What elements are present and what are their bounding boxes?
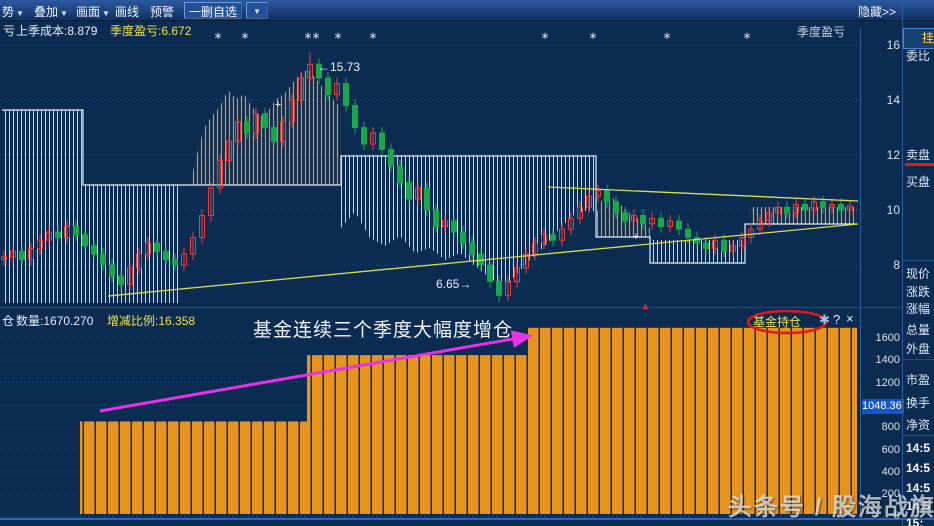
- sub-axis-tick: 600: [881, 444, 900, 456]
- tick-time: 14:5: [906, 461, 931, 475]
- panel-row-price: 现价: [906, 267, 931, 280]
- svg-text:+: +: [633, 231, 639, 243]
- marker-triangle-icon: ▲: [641, 301, 650, 311]
- sell-underline: [905, 163, 934, 166]
- axis-border: [860, 28, 861, 518]
- panel-row-turnover: 换手: [906, 396, 931, 409]
- svg-text:*: *: [242, 31, 249, 47]
- panel-row-weibi: 委比: [906, 49, 931, 62]
- tick-time: 14:5: [906, 499, 931, 513]
- sub-axis-tick: 200: [881, 488, 900, 500]
- sub-axis-tick: 400: [881, 466, 900, 478]
- trough-price-label: 6.65→: [436, 277, 472, 291]
- panel-row-netasset: 净资: [906, 418, 931, 431]
- panel-divider: [902, 359, 934, 360]
- panel-row-pct: 涨幅: [906, 302, 931, 315]
- tick-time: 14:5: [906, 441, 931, 455]
- menu-item-alert[interactable]: 预警: [150, 5, 175, 19]
- panel-divider: [902, 260, 934, 261]
- svg-text:*: *: [335, 31, 342, 47]
- svg-text:*: *: [590, 31, 597, 47]
- watchlist-dropdown-button[interactable]: ▼: [246, 2, 268, 19]
- pane-title-quarter-pnl: 季度盈亏: [797, 25, 846, 39]
- svg-text:*: *: [305, 31, 312, 47]
- main-axis-tick: 14: [886, 93, 900, 107]
- pane-divider: [0, 307, 902, 308]
- chevron-down-icon: ▼: [102, 9, 110, 18]
- holdings-qty-value: 数量:1670.270: [16, 314, 94, 328]
- sub-axis-tick: 800: [881, 421, 900, 433]
- help-icon[interactable]: ?: [833, 312, 841, 327]
- partial-label: 亏: [3, 24, 16, 38]
- change-ratio-value: 增减比例:16.358: [107, 314, 196, 328]
- last-quarter-cost: 上季成本:8.879: [16, 24, 98, 38]
- menu-item-drawline[interactable]: 画线: [115, 5, 140, 19]
- svg-text:*: *: [664, 31, 671, 47]
- close-icon[interactable]: ×: [846, 311, 854, 326]
- watermark: 头条号 / 股海战旗: [728, 494, 934, 521]
- chevron-down-icon: ▼: [253, 7, 261, 16]
- chevron-down-icon: ▼: [16, 9, 24, 18]
- menu-item-del-watchlist[interactable]: 一删自选: [184, 2, 243, 19]
- panel-row-change: 涨跌: [906, 285, 931, 298]
- quarter-pnl-value: 季度盈亏:6.672: [110, 24, 192, 38]
- svg-text:*: *: [744, 31, 751, 47]
- sub-axis-tick: 0: [893, 510, 900, 522]
- partial-holdings-label: 仓: [2, 314, 15, 328]
- fund-increase-annotation: 基金连续三个季度大幅度增仓: [253, 320, 514, 341]
- menu-item-screen[interactable]: 画面 ▼: [76, 5, 110, 19]
- indicator-settings-icon[interactable]: ✱: [819, 312, 830, 327]
- main-axis-tick: 10: [886, 203, 900, 217]
- tick-time: 14:5: [906, 481, 931, 495]
- peak-price-label: ←15.73: [318, 60, 361, 74]
- sub-axis-tick: 1200: [875, 377, 900, 389]
- menu-item-trend[interactable]: 势 ▼: [2, 5, 24, 19]
- svg-text:*: *: [370, 31, 377, 47]
- menu-item-overlay[interactable]: 叠加 ▼: [34, 5, 68, 19]
- sub-axis-tick: 1600: [875, 332, 900, 344]
- main-axis-tick: 16: [886, 38, 900, 52]
- panel-row-sell: 卖盘: [906, 148, 931, 161]
- main-axis-tick: 8: [893, 258, 900, 272]
- tab-order-queue[interactable]: 挂: [903, 28, 934, 49]
- svg-text:*: *: [313, 31, 320, 47]
- cursor-value-badge: 1048.36: [862, 399, 904, 414]
- svg-text:+: +: [275, 99, 281, 111]
- panel-row-pe: 市盈: [906, 373, 931, 386]
- main-axis-tick: 12: [886, 148, 900, 162]
- panel-row-outer: 外盘: [906, 342, 931, 355]
- svg-text:*: *: [542, 31, 549, 47]
- right-panel-border: [902, 0, 903, 526]
- panel-row-buy: 买盘: [906, 175, 931, 188]
- tick-time: 15:: [906, 516, 924, 526]
- sub-axis-tick: 1400: [875, 354, 900, 366]
- panel-divider: [902, 435, 934, 436]
- svg-text:*: *: [215, 31, 222, 47]
- chevron-down-icon: ▼: [60, 9, 68, 18]
- indicator-name-label[interactable]: 基金持仓: [753, 315, 802, 329]
- hide-panel-button[interactable]: 隐藏>>: [858, 5, 897, 19]
- bottom-border: [0, 518, 934, 520]
- panel-row-volume: 总量: [906, 323, 931, 336]
